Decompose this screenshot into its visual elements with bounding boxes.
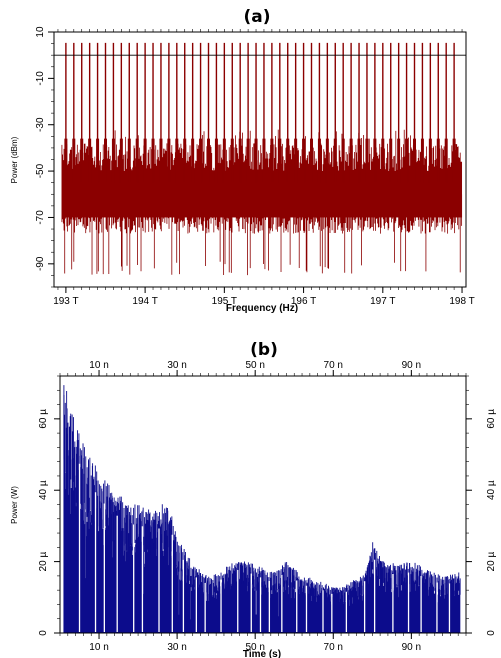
chart-a-x-tick-label: 193 T	[53, 296, 78, 307]
chart-b-y-tick-label: 20 µ	[38, 552, 49, 572]
chart-a-x-tick-label: 195 T	[212, 296, 237, 307]
chart-b-y-tick-label: 40 µ	[38, 480, 49, 500]
chart-a-x-tick-label: 197 T	[370, 296, 395, 307]
chart-b-y-tick-label: 60 µ	[38, 409, 49, 429]
chart-b-x-tick-label-top: 50 n	[245, 360, 264, 371]
chart-b-y-tick-label-right: 60 µ	[486, 409, 497, 429]
chart-b-x-tick-label-top: 10 n	[89, 360, 108, 371]
chart-b-axes: 10 n 10 n 30 n 30 n 50 n 50 n 70 n 70 n 90 n 90 n…	[38, 360, 497, 653]
chart-b: (b) 10 n 10 n 30 n 30 n 50 n 50 n 70 n 70 n 90 n…	[10, 340, 497, 658]
chart-b-x-tick-label: 50 n	[245, 642, 264, 653]
chart-b-x-tick-label: 10 n	[89, 642, 108, 653]
chart-a-x-axis-title: Frequency (Hz)	[226, 303, 298, 314]
chart-a-x-tick-label: 198 T	[449, 296, 474, 307]
chart-b-y-tick-label: 0	[38, 630, 49, 636]
chart-a-y-tick-label: -90	[35, 256, 46, 271]
chart-b-y-tick-label-right: 20 µ	[486, 552, 497, 572]
chart-a-x-tick-label: 194 T	[132, 296, 157, 307]
chart-a-y-axis-title: Power (dBm)	[10, 136, 19, 183]
chart-a-y-tick-label: 10	[35, 26, 46, 38]
chart-b-y-tick-label-right: 0	[486, 630, 497, 636]
chart-a-y-tick-label: -50	[35, 163, 46, 178]
chart-b-x-tick-label: 90 n	[402, 642, 421, 653]
chart-a: (a) 193 T 194 T 195 T 196 T 197 T 198 T 10 -10 -…	[10, 7, 475, 314]
chart-b-x-tick-label: 30 n	[167, 642, 186, 653]
chart-b-x-tick-label-top: 30 n	[167, 360, 186, 371]
chart-b-x-tick-label: 70 n	[324, 642, 343, 653]
chart-b-x-axis-title: Time (s)	[243, 649, 281, 658]
chart-a-y-tick-label: -70	[35, 210, 46, 225]
chart-b-y-axis-title: Power (W)	[10, 486, 19, 524]
chart-b-plot-area	[60, 385, 466, 634]
chart-a-y-tick-label: -30	[35, 117, 46, 132]
chart-b-x-tick-label-top: 90 n	[402, 360, 421, 371]
chart-a-plot-area	[54, 42, 466, 276]
chart-b-x-tick-label-top: 70 n	[324, 360, 343, 371]
chart-a-axes: 193 T 194 T 195 T 196 T 197 T 198 T 10 -10 -30 -5…	[35, 26, 475, 307]
chart-a-y-tick-label: -10	[35, 71, 46, 86]
chart-b-bars	[63, 395, 461, 633]
chart-a-panel-label: (a)	[243, 7, 270, 27]
chart-a-noise-core	[61, 194, 463, 218]
chart-a-x-tick-label: 196 T	[291, 296, 316, 307]
chart-b-y-tick-label-right: 40 µ	[486, 480, 497, 500]
chart-b-panel-label: (b)	[250, 340, 278, 360]
